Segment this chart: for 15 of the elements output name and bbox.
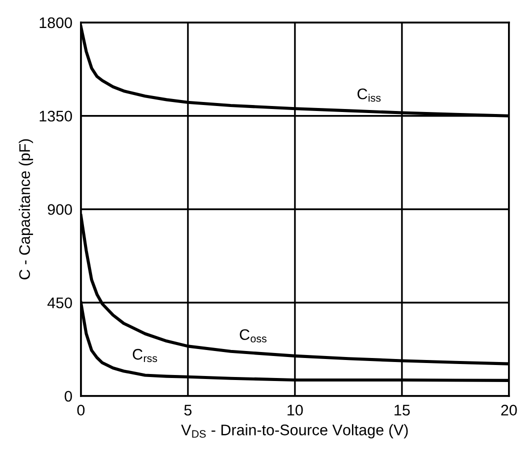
x-tick-label: 5 [184, 404, 192, 416]
x-tick-label: 10 [288, 404, 303, 416]
y-tick-label: 0 [64, 390, 72, 402]
y-tick-label: 1350 [40, 110, 72, 122]
x-tick-label: 0 [77, 404, 85, 416]
y-tick-label: 450 [47, 297, 72, 308]
annotation: C$_{rss}$ [132, 348, 158, 362]
y-tick-label: 1800 [40, 17, 72, 28]
annotation: C$_{iss}$ [358, 88, 381, 102]
x-tick-label: 15 [394, 404, 410, 416]
annotation: C$_{oss}$ [240, 329, 266, 342]
y-tick-label: 900 [48, 204, 72, 215]
x-axis-title: V$_{DS}$ - Drain-to-Source Voltage (V) [181, 424, 408, 438]
x-tick-label: 20 [501, 404, 517, 416]
y-axis-title: C - Capacitance (pF) [18, 139, 34, 280]
